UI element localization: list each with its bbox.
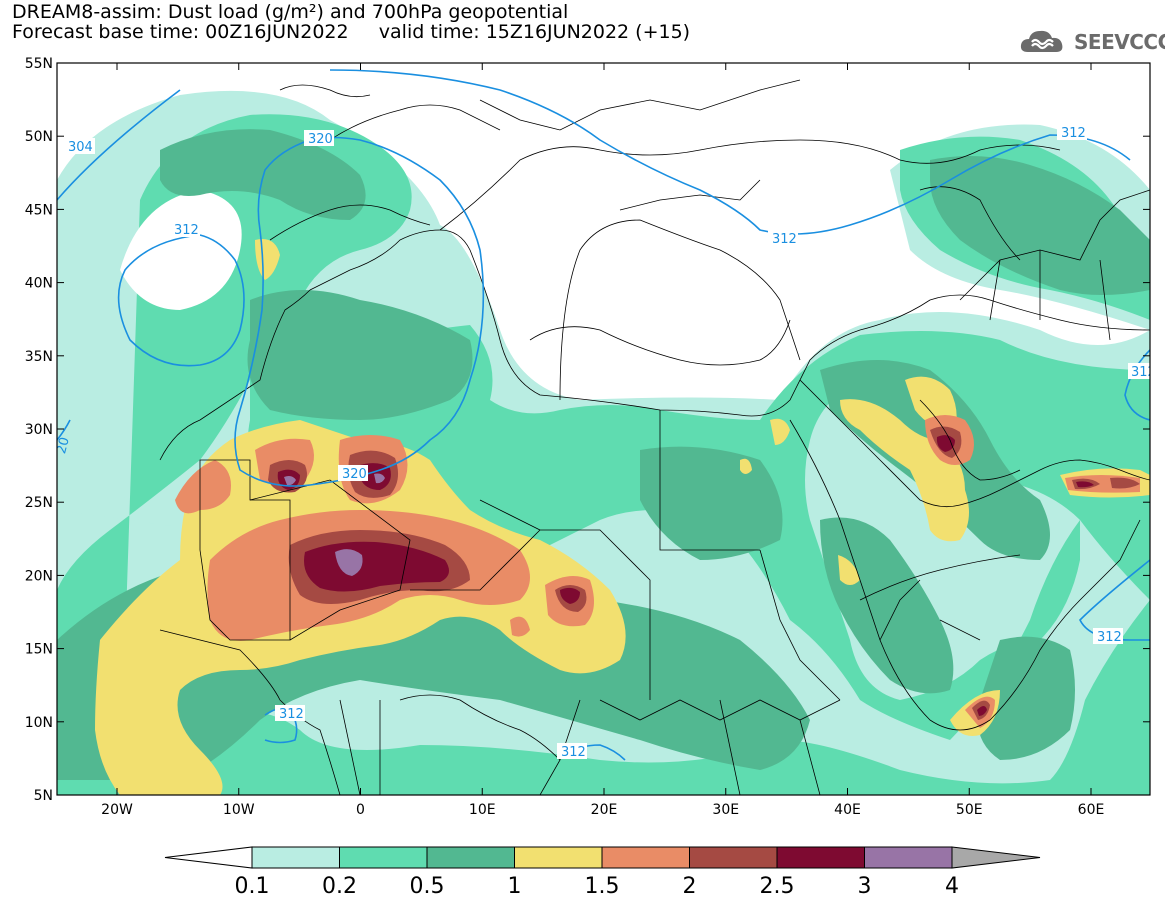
lat-label: 55N bbox=[25, 56, 53, 72]
country-borders bbox=[57, 63, 1150, 795]
contour-label-312: 312 bbox=[1128, 363, 1156, 380]
colorbar: 0.1 0.2 0.5 1 1.5 2 2.5 3 4 bbox=[164, 846, 1041, 899]
lon-label: 0 bbox=[356, 802, 365, 818]
contour-label-312: 312 bbox=[768, 230, 798, 247]
lon-label: 10W bbox=[223, 802, 255, 818]
colorbar-label: 2.5 bbox=[760, 874, 795, 899]
svg-text:312: 312 bbox=[561, 745, 586, 760]
lat-label: 30N bbox=[25, 422, 53, 438]
lat-label: 50N bbox=[25, 129, 53, 145]
contour-label-312: 312 bbox=[275, 705, 305, 722]
colorbar-swatch bbox=[339, 846, 428, 869]
lat-label: 15N bbox=[25, 642, 53, 658]
svg-text:304: 304 bbox=[68, 140, 93, 155]
map-subtitle: Forecast base time: 00Z16JUN2022 valid t… bbox=[12, 21, 691, 43]
colorbar-swatch bbox=[514, 846, 603, 869]
lon-label: 50E bbox=[956, 802, 983, 818]
colorbar-label: 0.2 bbox=[322, 874, 357, 899]
contour-label-320: 320 bbox=[304, 130, 334, 147]
lon-label: 30E bbox=[712, 802, 739, 818]
colorbar-label: 3 bbox=[858, 874, 872, 899]
lat-label: 5N bbox=[34, 788, 53, 804]
svg-text:312: 312 bbox=[1061, 126, 1086, 141]
svg-text:312: 312 bbox=[279, 707, 304, 722]
lat-label: 10N bbox=[25, 715, 53, 731]
contour-label-312: 312 bbox=[170, 221, 200, 238]
colorbar-swatch bbox=[251, 846, 340, 869]
contour-label-320: 320 bbox=[338, 465, 368, 482]
colorbar-swatch bbox=[689, 846, 778, 869]
colorbar-label: 1 bbox=[508, 874, 522, 899]
colorbar-swatch bbox=[426, 846, 515, 869]
svg-text:312: 312 bbox=[1131, 365, 1156, 380]
lon-label: 60E bbox=[1078, 802, 1105, 818]
colorbar-swatch bbox=[776, 846, 865, 869]
dust-field: 304 320 312 312 320 312 bbox=[54, 63, 1156, 795]
map-axes: 55N 50N 45N 40N 35N 30N 25N 20N 15N 10N 5N 20W 10W 0 1… bbox=[25, 56, 1150, 818]
contour-labels: 304 320 312 312 320 312 bbox=[54, 124, 1156, 760]
contour-label-304: 304 bbox=[65, 138, 95, 155]
colorbar-label: 1.5 bbox=[585, 874, 620, 899]
map-title: DREAM8-assim: Dust load (g/m²) and 700hP… bbox=[12, 1, 569, 23]
lat-label: 25N bbox=[25, 495, 53, 511]
colorbar-swatch bbox=[601, 846, 690, 869]
cloud-icon bbox=[1020, 30, 1063, 52]
colorbar-above-triangle bbox=[951, 846, 1041, 869]
svg-text:312: 312 bbox=[174, 223, 199, 238]
colorbar-label: 2 bbox=[683, 874, 697, 899]
seevccc-logo: SEEVCCC bbox=[1018, 26, 1165, 58]
lat-label: 20N bbox=[25, 568, 53, 584]
dust-level-3 bbox=[284, 473, 385, 576]
lon-label: 20E bbox=[591, 802, 618, 818]
colorbar-label: 0.1 bbox=[235, 874, 270, 899]
colorbar-swatch bbox=[864, 846, 953, 869]
geopotential-contours bbox=[57, 69, 1150, 761]
contour-label-20: 20 bbox=[54, 436, 73, 456]
colorbar-label: 4 bbox=[945, 874, 959, 899]
svg-text:312: 312 bbox=[1097, 630, 1122, 645]
lat-label: 40N bbox=[25, 276, 53, 292]
svg-text:20: 20 bbox=[54, 436, 73, 456]
svg-text:312: 312 bbox=[772, 232, 797, 247]
svg-text:320: 320 bbox=[308, 132, 333, 147]
lon-label: 40E bbox=[834, 802, 861, 818]
contour-label-312: 312 bbox=[1093, 628, 1123, 645]
lon-label: 20W bbox=[101, 802, 133, 818]
logo-text: SEEVCCC bbox=[1074, 30, 1165, 54]
contour-label-312: 312 bbox=[1057, 124, 1087, 141]
contour-label-312: 312 bbox=[557, 743, 587, 760]
colorbar-label: 0.5 bbox=[410, 874, 445, 899]
svg-text:320: 320 bbox=[342, 467, 367, 482]
lat-label: 45N bbox=[25, 202, 53, 218]
lon-label: 10E bbox=[469, 802, 496, 818]
colorbar-below-triangle bbox=[164, 846, 253, 869]
lat-label: 35N bbox=[25, 349, 53, 365]
